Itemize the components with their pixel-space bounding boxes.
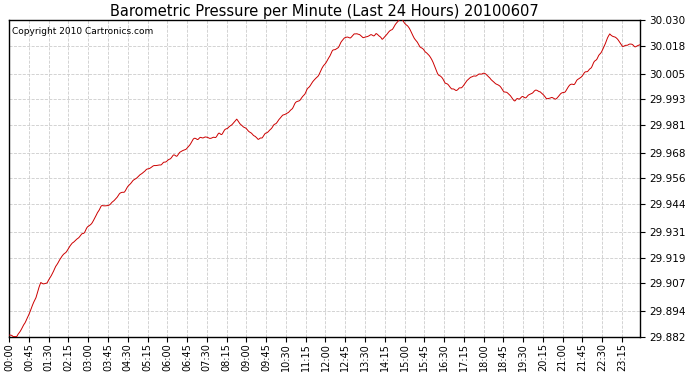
Title: Barometric Pressure per Minute (Last 24 Hours) 20100607: Barometric Pressure per Minute (Last 24 …	[110, 4, 539, 19]
Text: Copyright 2010 Cartronics.com: Copyright 2010 Cartronics.com	[12, 27, 154, 36]
